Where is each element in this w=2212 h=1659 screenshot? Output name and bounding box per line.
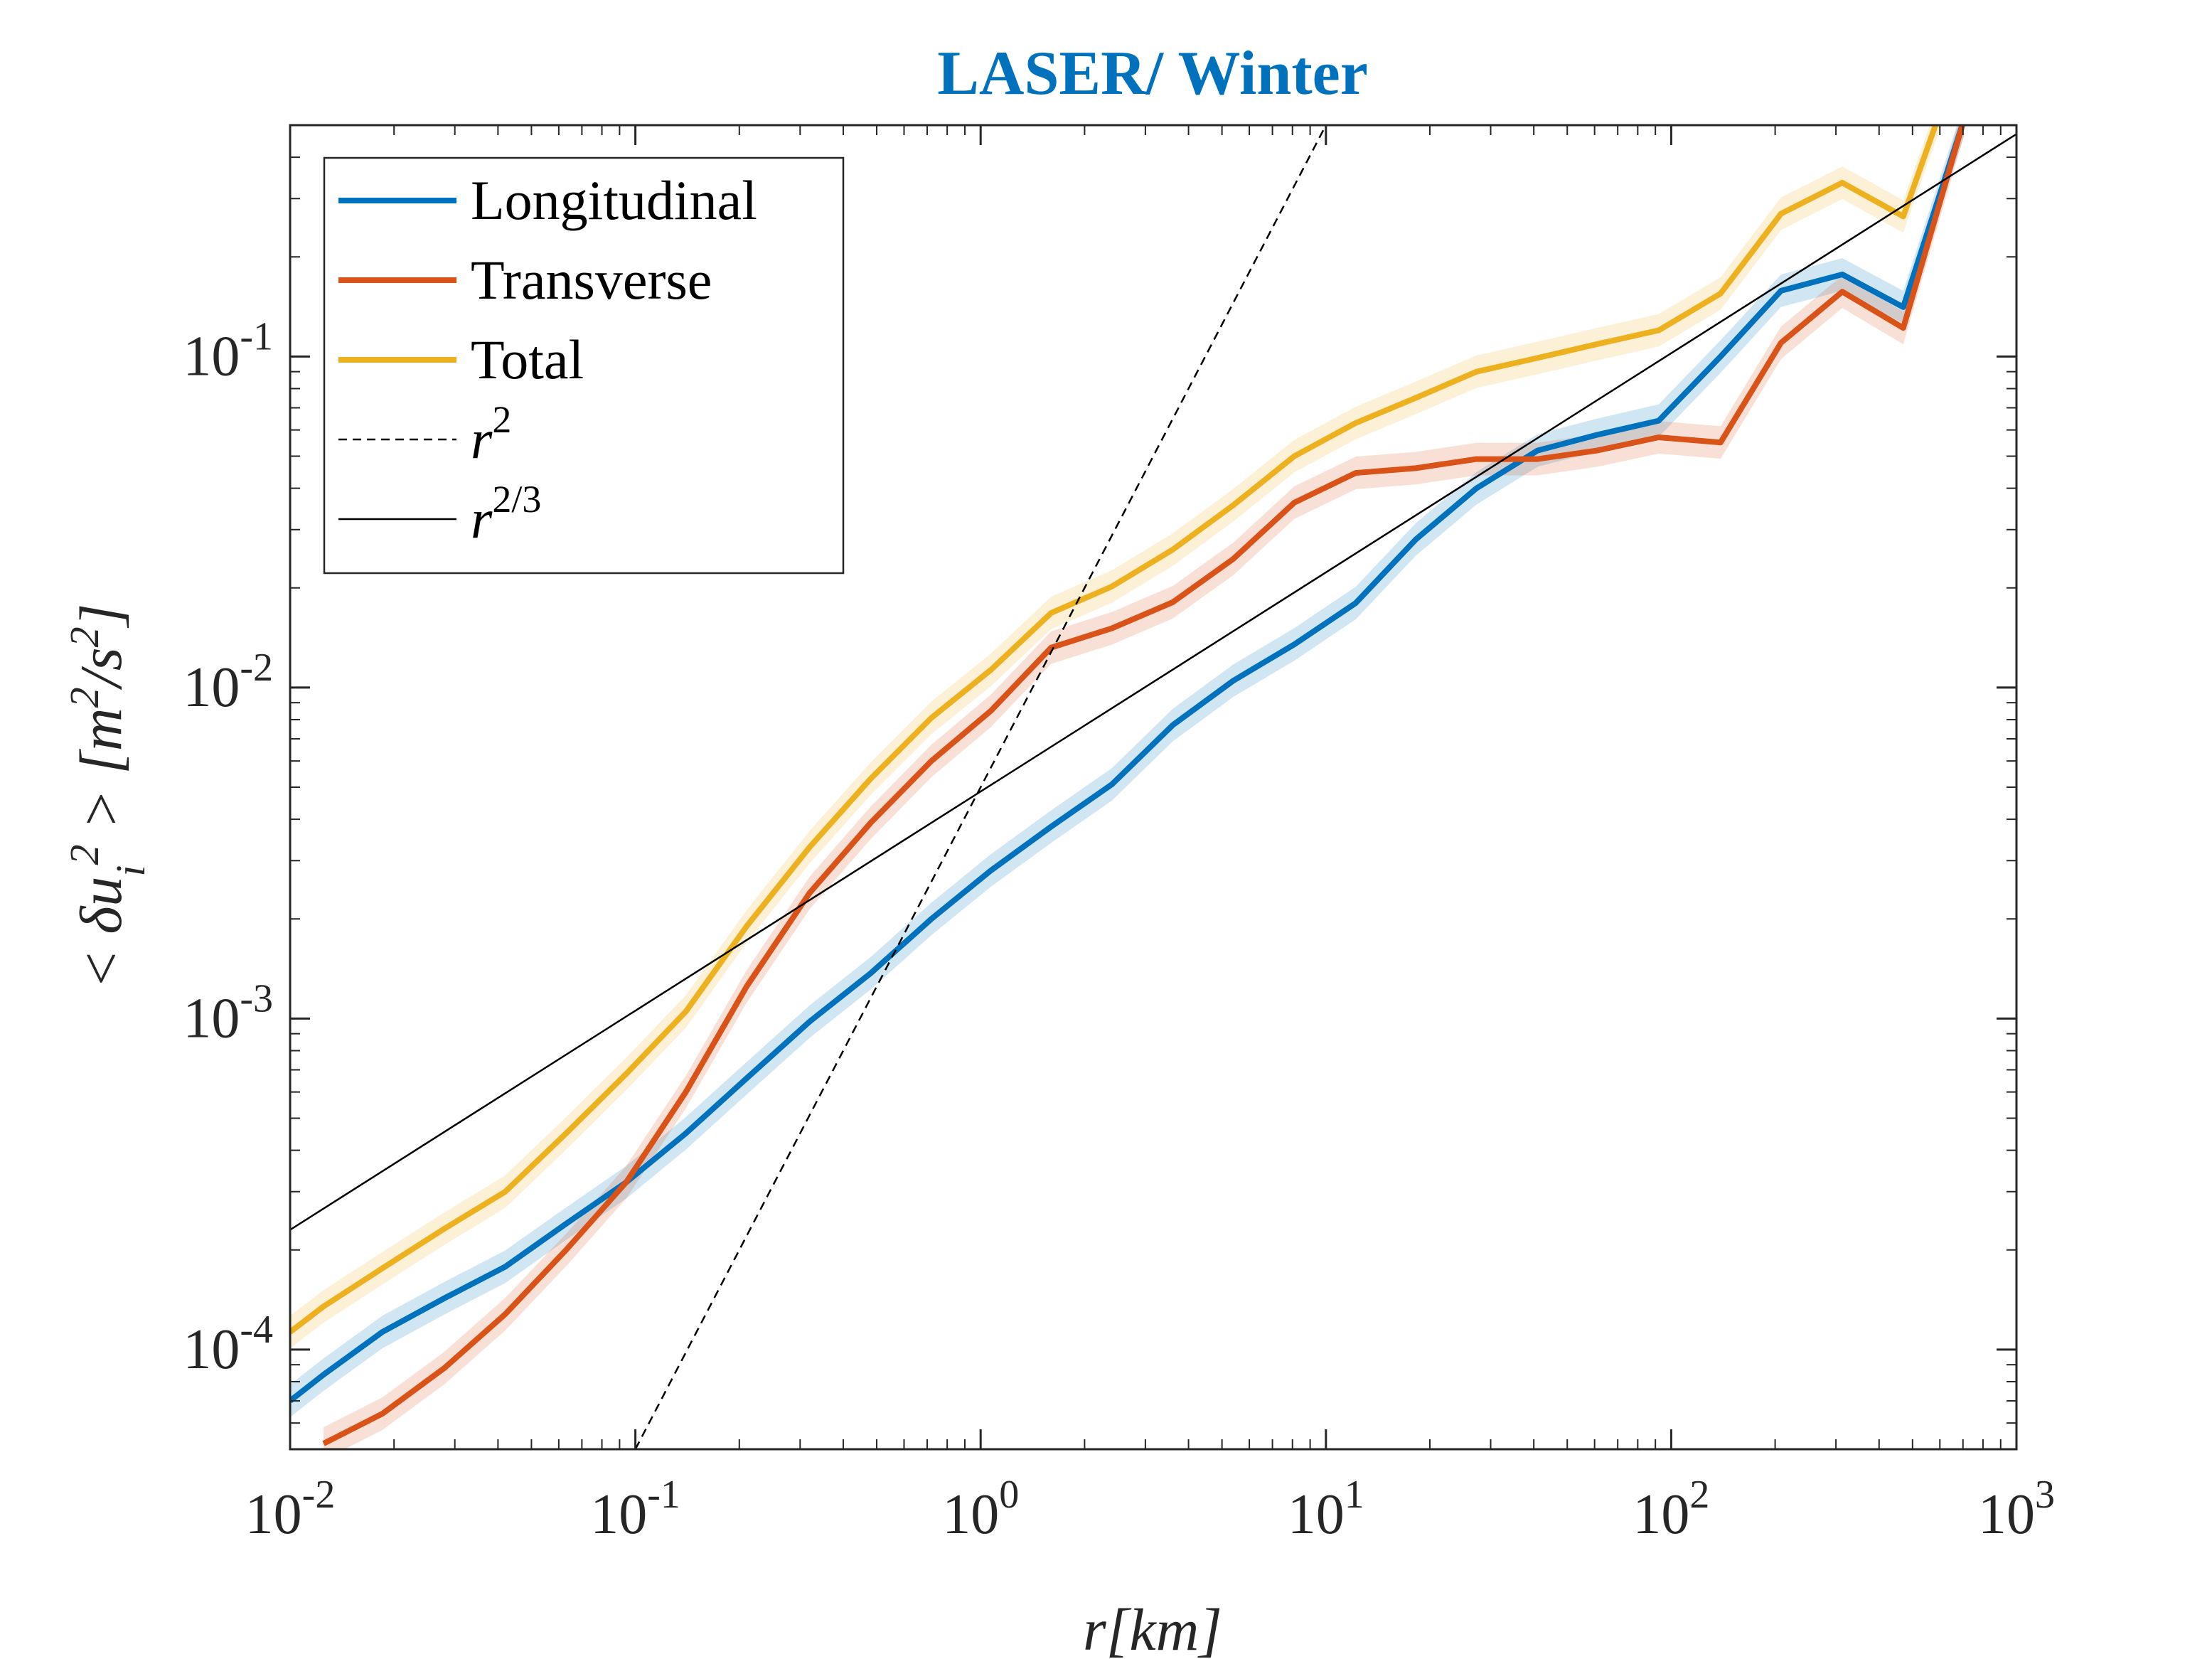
legend: Longitudinal Transverse Total r2 r2/3	[323, 156, 845, 575]
legend-box	[323, 156, 845, 575]
legend-label: r2	[471, 398, 511, 470]
x-tick-label: 100	[942, 1473, 1019, 1546]
x-tick-label: 10-1	[590, 1473, 680, 1546]
legend-label: Longitudinal	[471, 169, 757, 231]
series-line-transverse	[322, 125, 1966, 1446]
y-axis-label: < δui2 > [m2/s2]	[61, 604, 154, 990]
x-tick-label: 102	[1633, 1473, 1709, 1546]
y-tick-label: 10-2	[183, 646, 273, 719]
series-line-r-2	[634, 125, 1327, 1449]
y-tick-label: 10-4	[183, 1308, 273, 1381]
y-tick-label: 10-3	[183, 976, 273, 1050]
x-tick-label: 101	[1288, 1473, 1364, 1546]
band-total	[290, 125, 1942, 1349]
axes: 10-2 10-1 100 101 102 103 10-4 10-3 10-2 10-1	[183, 124, 2055, 1546]
legend-label: r2/3	[471, 478, 541, 550]
series-line-longitudinal	[290, 125, 1965, 1404]
series-line-total	[290, 125, 1939, 1335]
series-line-r-2-3	[290, 133, 2016, 1231]
legend-label: Total	[471, 329, 584, 390]
legend-label: Transverse	[471, 249, 712, 311]
chart-title: LASER/ Winter	[937, 39, 1368, 108]
x-axis-label: r[km]	[1083, 1597, 1222, 1659]
series-lines	[290, 125, 2016, 1449]
y-tick-label: 10-1	[183, 314, 273, 388]
x-tick-label: 103	[1978, 1473, 2055, 1546]
x-tick-label: 10-2	[245, 1473, 336, 1546]
